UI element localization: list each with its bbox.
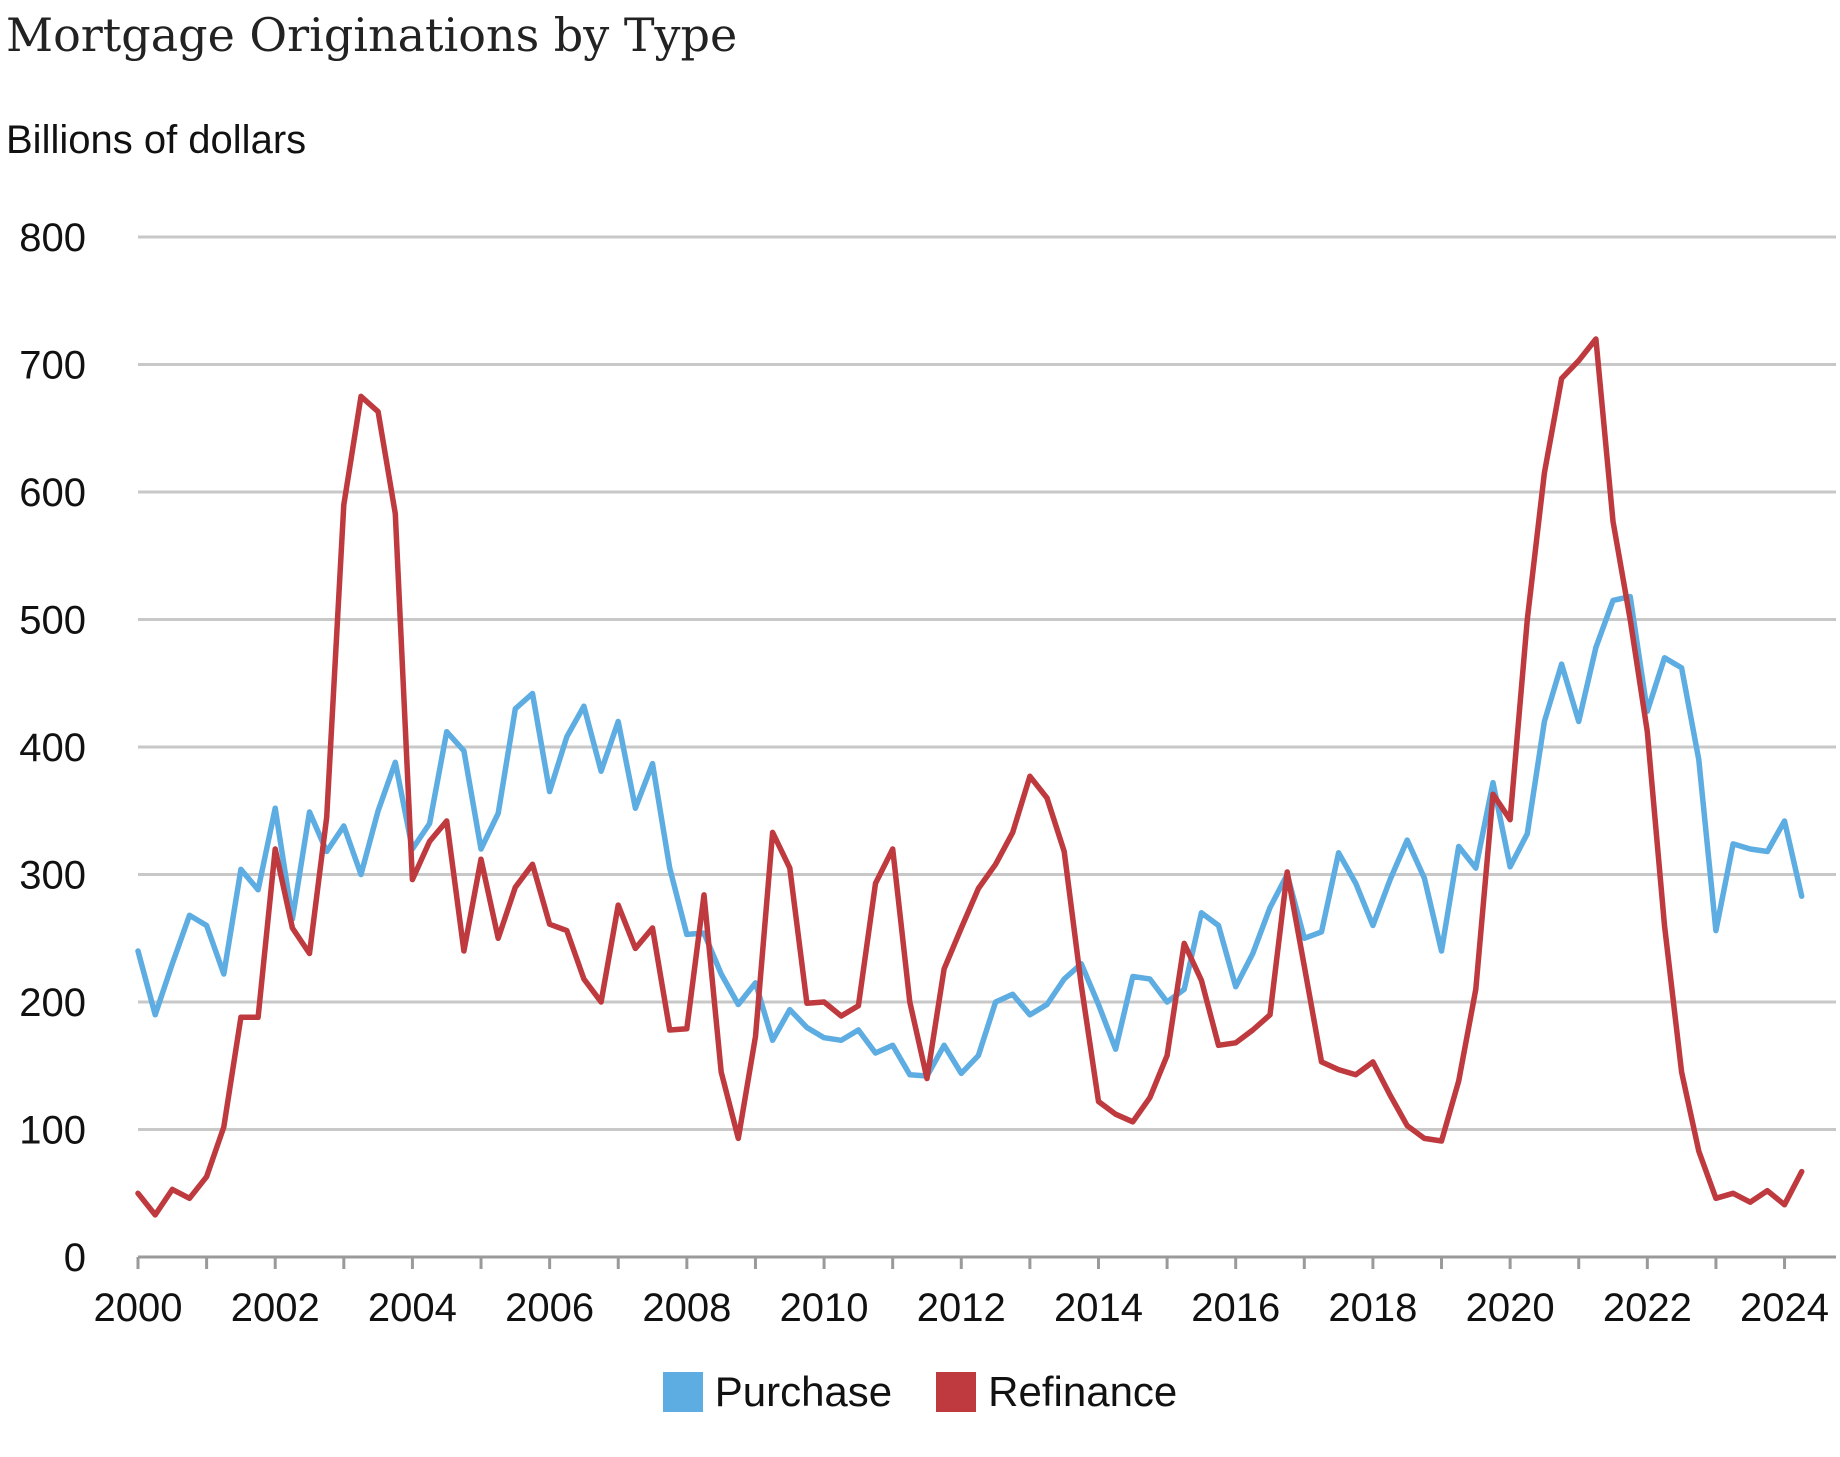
y-tick-label: 300 bbox=[19, 854, 86, 898]
legend-label-refinance: Refinance bbox=[988, 1368, 1178, 1415]
legend: Purchase Refinance bbox=[0, 1368, 1840, 1416]
legend-label-purchase: Purchase bbox=[714, 1368, 893, 1415]
y-tick-label: 100 bbox=[19, 1109, 86, 1153]
x-tick-label: 2000 bbox=[94, 1286, 183, 1330]
y-tick-label: 200 bbox=[19, 981, 86, 1025]
y-tick-label: 800 bbox=[19, 216, 86, 260]
x-tick-label: 2022 bbox=[1603, 1286, 1692, 1330]
x-tick-label: 2020 bbox=[1466, 1286, 1555, 1330]
legend-item-refinance: Refinance bbox=[936, 1368, 1177, 1416]
x-tick-label: 2004 bbox=[368, 1286, 457, 1330]
line-chart: 0 100 200 300 400 500 600 700 800 2000 2002 2004 200… bbox=[19, 216, 1836, 1330]
x-tick-label: 2018 bbox=[1328, 1286, 1417, 1330]
legend-swatch-refinance bbox=[936, 1372, 977, 1412]
x-tick-label: 2006 bbox=[505, 1286, 594, 1330]
x-tick-label: 2012 bbox=[917, 1286, 1006, 1330]
x-tick-label: 2014 bbox=[1054, 1286, 1143, 1330]
y-tick-label: 600 bbox=[19, 471, 86, 515]
chart-title: Mortgage Originations by Type bbox=[6, 8, 738, 62]
y-tick-label: 0 bbox=[64, 1236, 86, 1280]
x-tick-label: 2016 bbox=[1191, 1286, 1280, 1330]
x-tick-label: 2008 bbox=[642, 1286, 731, 1330]
legend-item-purchase: Purchase bbox=[662, 1368, 893, 1416]
y-tick-label: 700 bbox=[19, 344, 86, 388]
x-tick-label: 2024 bbox=[1740, 1286, 1829, 1330]
legend-swatch-purchase bbox=[662, 1372, 703, 1412]
series-line-purchase bbox=[135, 593, 1805, 1079]
y-tick-label: 400 bbox=[19, 726, 86, 770]
x-tick-label: 2002 bbox=[231, 1286, 320, 1330]
series-line-refinance bbox=[135, 336, 1805, 1218]
x-tick-label: 2010 bbox=[780, 1286, 869, 1330]
y-tick-label: 500 bbox=[19, 599, 86, 643]
chart-subtitle: Billions of dollars bbox=[6, 118, 307, 162]
